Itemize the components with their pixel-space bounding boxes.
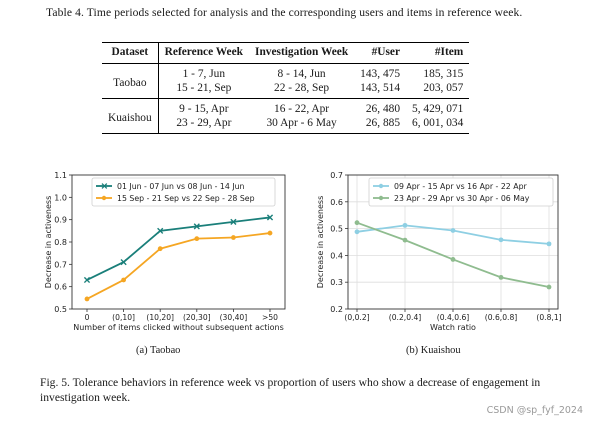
legend-label: 23 Apr - 29 Apr vs 30 Apr - 06 May	[394, 194, 530, 203]
data-point-marker	[402, 222, 408, 228]
data-point-marker	[354, 229, 360, 235]
data-point-marker	[267, 230, 273, 236]
x-tick-label: (20,30]	[183, 313, 211, 322]
item-count-cell: 6, 001, 034	[406, 116, 470, 134]
investigation-week-cell: 22 - 28, Sep	[249, 81, 355, 99]
data-point-marker	[450, 228, 456, 233]
header-user: #User	[354, 42, 407, 64]
series-line-2	[86, 232, 271, 300]
table-row: 23 - 29, Apr 30 Apr - 6 May 26, 885 6, 0…	[102, 116, 470, 134]
data-point-marker	[157, 246, 163, 252]
header-dataset: Dataset	[102, 42, 159, 64]
investigation-week-cell: 8 - 14, Jun	[277, 68, 326, 80]
y-tick-label: 0.7	[54, 260, 67, 269]
subcaption-taobao: (a) Taobao	[136, 345, 181, 356]
x-tick-label: 0	[85, 313, 90, 322]
data-point-marker	[84, 296, 90, 302]
table-row: 15 - 21, Sep 22 - 28, Sep 143, 514 203, …	[102, 81, 470, 99]
data-table: Dataset Reference Week Investigation Wee…	[102, 42, 470, 134]
legend-marker	[378, 183, 384, 189]
table-row: Taobao 1 - 7, Jun 8 - 14, Jun 143, 475 1…	[102, 63, 469, 99]
reference-week-cell: 1 - 7, Jun	[182, 68, 226, 80]
y-tick-label: 0.2	[330, 305, 343, 314]
data-point-marker	[402, 237, 408, 243]
y-tick-label: 0.5	[330, 225, 343, 234]
header-reference-week: Reference Week	[158, 42, 250, 64]
header-item: #Item	[406, 42, 470, 64]
taobao-line-chart: 0.5 0.6 0.7 0.8 0.9 1.0 1.1 0 (0,10] (10,20] (20,3…	[44, 171, 286, 332]
user-count-cell: 143, 475	[360, 68, 401, 80]
y-tick-label: 0.3	[330, 278, 343, 287]
data-point-x-marker	[120, 259, 127, 266]
user-count-cell: 26, 480	[365, 103, 401, 115]
item-count-cell: 203, 057	[406, 81, 470, 99]
legend-label: 09 Apr - 15 Apr vs 16 Apr - 22 Apr	[394, 182, 528, 191]
data-point-x-marker	[193, 223, 200, 230]
data-point-x-marker	[83, 276, 91, 284]
data-point-marker	[194, 236, 200, 242]
data-point-marker	[121, 277, 126, 283]
data-point-marker	[231, 235, 236, 240]
x-tick-label: (30,40]	[220, 313, 248, 322]
data-point-marker	[546, 284, 552, 290]
table-caption: Table 4. Time periods selected for analy…	[46, 6, 523, 19]
data-point-marker	[354, 220, 360, 226]
legend-label: 01 Jun - 07 Jun vs 08 Jun - 14 Jun	[117, 182, 245, 191]
x-tick-label: (0.8,1]	[536, 313, 561, 322]
data-point-marker	[498, 237, 504, 243]
y-tick-label: 0.7	[330, 171, 343, 180]
y-tick-label: 0.8	[54, 238, 67, 247]
x-tick-label: (0.6,0.8]	[485, 313, 518, 322]
legend-marker	[101, 195, 107, 201]
y-tick-label: 0.4	[330, 251, 343, 260]
data-point-x-marker	[157, 227, 164, 234]
series-line-1	[86, 216, 271, 281]
dataset-cell: Kuaishou	[102, 98, 159, 134]
item-count-cell: 5, 429, 071	[412, 103, 464, 115]
reference-week-cell: 23 - 29, Apr	[158, 116, 250, 134]
y-tick-label: 1.1	[54, 171, 67, 180]
subcaption-kuaishou: (b) Kuaishou	[406, 345, 461, 356]
user-count-cell: 143, 514	[354, 81, 407, 99]
investigation-week-cell: 16 - 22, Apr	[274, 103, 330, 115]
x-axis-label: Watch ratio	[430, 323, 476, 332]
x-tick-label: (0,10]	[112, 313, 135, 322]
dataset-cell: Taobao	[102, 63, 159, 99]
reference-week-cell: 9 - 15, Apr	[179, 103, 229, 115]
investigation-week-cell: 30 Apr - 6 May	[249, 116, 355, 134]
x-tick-label: (0.4,0.6]	[437, 313, 470, 322]
kuaishou-line-chart: 0.2 0.3 0.4 0.5 0.6 0.7 (0,0.2] (0.2,0.4] (0.4,0…	[316, 171, 562, 332]
data-point-x-marker	[266, 214, 274, 221]
x-axis-label: Number of items clicked without subseque…	[73, 323, 284, 332]
user-count-cell: 26, 885	[354, 116, 407, 134]
y-axis-label: Decrease in activeness	[316, 196, 325, 289]
data-point-marker	[546, 241, 552, 247]
header-investigation-week: Investigation Week	[249, 42, 355, 64]
y-tick-label: 0.6	[54, 283, 67, 292]
x-tick-label: (0.2,0.4]	[389, 313, 422, 322]
reference-week-cell: 15 - 21, Sep	[158, 81, 250, 99]
x-tick-label: (0,0.2]	[344, 313, 369, 322]
y-axis-label: Decrease in activeness	[44, 196, 53, 289]
y-tick-label: 0.5	[54, 305, 67, 314]
figure-caption: Fig. 5. Tolerance behaviors in reference…	[40, 376, 541, 404]
y-tick-label: 0.6	[330, 198, 343, 207]
y-tick-label: 1.0	[54, 193, 67, 202]
data-point-x-marker	[230, 218, 237, 225]
table-header-row: Dataset Reference Week Investigation Wee…	[102, 42, 470, 64]
x-tick-label: >50	[262, 313, 278, 322]
legend-box	[368, 177, 554, 207]
watermark: CSDN @sp_fyf_2024	[486, 405, 583, 416]
item-count-cell: 185, 315	[423, 68, 464, 80]
x-tick-label: (10,20]	[146, 313, 174, 322]
table-row: Kuaishou 9 - 15, Apr 16 - 22, Apr 26, 48…	[102, 98, 469, 134]
y-tick-label: 0.9	[54, 216, 67, 225]
data-point-marker	[450, 257, 456, 262]
legend-box	[91, 177, 276, 207]
legend-x-marker	[101, 183, 108, 189]
data-point-marker	[498, 274, 504, 280]
legend-marker	[378, 195, 384, 201]
legend-label: 15 Sep - 21 Sep vs 22 Sep - 28 Sep	[117, 194, 255, 203]
